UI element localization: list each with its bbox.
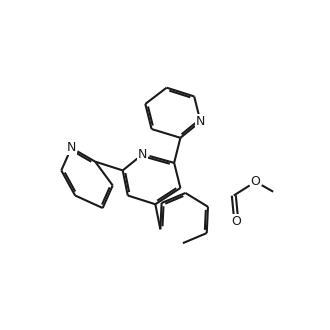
Text: N: N	[196, 115, 205, 128]
Text: N: N	[67, 141, 76, 154]
Text: O: O	[251, 175, 261, 188]
Text: N: N	[138, 148, 148, 161]
Text: O: O	[231, 215, 241, 228]
